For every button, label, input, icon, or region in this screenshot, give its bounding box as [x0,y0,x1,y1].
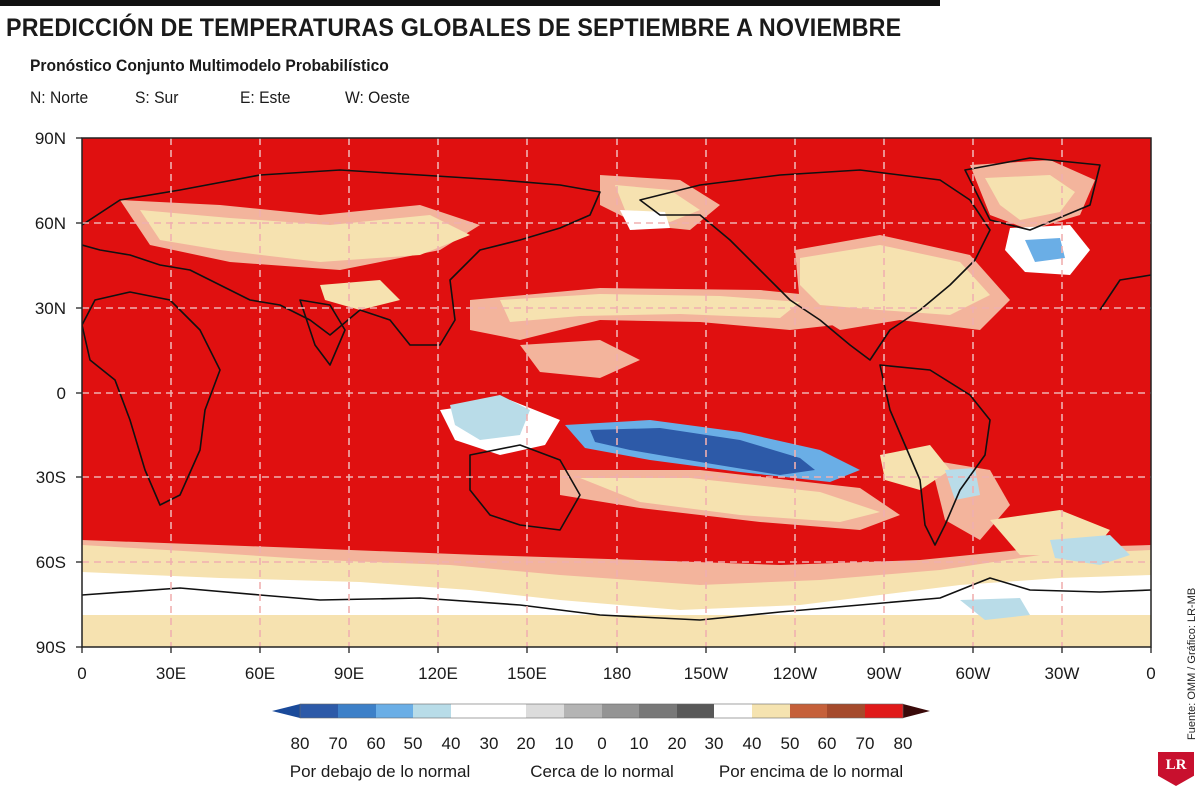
lon-label-30e: 30E [156,664,186,683]
legend-swatch-above-40 [752,704,790,718]
abbr-west: W: Oeste [345,88,410,107]
legend-tick-above-70: 70 [856,734,875,753]
latitude-labels: 90N 60N 30N 0 30S 60S 90S [35,129,66,657]
legend-swatch-below-80 [300,704,338,718]
legend-category-below: Por debajo de lo normal [290,762,471,781]
legend-tick-above-60: 60 [818,734,837,753]
lat-label-60s: 60S [36,553,66,572]
legend-swatch-below-70 [338,704,376,718]
lat-label-90n: 90N [35,129,66,148]
antarctica-coast [82,577,1151,621]
lon-label-60e: 60E [245,664,275,683]
legend-swatch-below-40 [451,704,489,718]
color-legend [272,703,930,719]
legend-tick-near-0: 0 [597,734,606,753]
lon-label-90w: 90W [867,664,902,683]
south-america-lightblue [945,468,980,500]
north-america-cream [800,245,990,315]
legend-swatch-near-0 [602,704,639,718]
lon-label-150e: 150E [507,664,547,683]
europe-coast [1099,274,1151,311]
abbr-north: N: Norte [30,88,89,107]
eurasia-coast [82,169,601,346]
legend-tick-below-50: 50 [404,734,423,753]
labrador-blue [1025,238,1065,262]
lon-label-150w: 150W [684,664,728,683]
longitude-labels: 0 30E 60E 90E 120E 150E 180 150W 120W 90… [77,664,1155,683]
lon-label-90e: 90E [334,664,364,683]
lon-label-30w: 30W [1045,664,1080,683]
greenland-cream [985,175,1075,220]
lon-label-60w: 60W [956,664,991,683]
lon-label-120e: 120E [418,664,458,683]
legend-right-tip [903,704,930,718]
source-credit: Fuente: OMM / Gráfico: LR-MB [1186,587,1198,740]
legend-tick-below-60: 60 [367,734,386,753]
top-rule [0,0,940,6]
legend-tick-below-70: 70 [329,734,348,753]
north-america-coast [639,169,991,361]
legend-tick-labels: 80 70 60 50 40 30 20 10 0 10 20 30 40 50… [291,734,913,753]
lat-label-30s: 30S [36,468,66,487]
abbr-south: S: Sur [135,88,179,107]
lr-logo: LR [1158,752,1194,792]
legend-tick-below-30: 30 [480,734,499,753]
page-subtitle: Pronóstico Conjunto Multimodelo Probabil… [30,56,389,75]
lon-label-120w: 120W [773,664,817,683]
legend-tick-above-40: 40 [743,734,762,753]
maritime-lightblue [450,395,530,440]
legend-tick-below-80: 80 [291,734,310,753]
axis-ticks [76,137,1152,653]
central-asia-cream [320,280,400,310]
equatorial-west-pink [520,340,640,378]
graticule [82,138,1151,647]
legend-tick-above-30: 30 [705,734,724,753]
lat-label-60n: 60N [35,214,66,233]
light-blue-zones [450,395,1130,620]
legend-swatch-above-30 [714,704,752,718]
southern-lightblue [1050,535,1130,565]
logo-text: LR [1165,757,1187,773]
legend-tick-near-10: 10 [555,734,574,753]
greenland-coast [964,157,1101,231]
legend-swatch-near-10b [639,704,677,718]
legend-tick-near-20: 20 [517,734,536,753]
legend-swatch-below-30 [489,704,526,718]
legend-left-tip [272,704,300,718]
india-coast [299,299,346,366]
legend-tick-above-80: 80 [894,734,913,753]
antarctic-lightblue [960,598,1030,620]
abbr-east: E: Este [240,88,291,107]
lat-label-90s: 90S [36,638,66,657]
legend-tick-below-40: 40 [442,734,461,753]
lat-label-0: 0 [57,384,66,403]
legend-category-near: Cerca de lo normal [530,762,674,781]
legend-tick-near-20b: 20 [668,734,687,753]
australia-coast [469,444,581,531]
legend-category-above: Por encima de lo normal [719,762,903,781]
bering-white [620,210,670,230]
legend-swatch-near-20 [526,704,564,718]
lat-label-30n: 30N [35,299,66,318]
legend-swatch-below-50 [413,704,451,718]
legend-swatch-above-60 [827,704,865,718]
legend-swatch-below-60 [376,704,413,718]
legend-swatch-near-20b [677,704,714,718]
lon-label-180: 180 [603,664,631,683]
lon-label-0-right: 0 [1146,664,1155,683]
south-america-coast [879,364,991,546]
legend-category-labels: Por debajo de lo normal Cerca de lo norm… [290,762,903,781]
legend-outline [299,703,904,719]
forecast-map-figure: 90N 60N 30N 0 30S 60S 90S 0 30E 60E 90E … [35,129,1156,781]
lon-label-0: 0 [77,664,86,683]
south-pacific-blue-core [590,428,815,475]
page-title: PREDICCIÓN DE TEMPERATURAS GLOBALES DE S… [6,14,902,42]
legend-swatch-above-50 [790,704,827,718]
south-pacific-cream [580,478,880,522]
legend-tick-near-10b: 10 [630,734,649,753]
legend-swatch-above-70 [865,704,903,718]
legend-tick-above-50: 50 [781,734,800,753]
probability-map [82,138,1151,647]
legend-swatch-near-10 [564,704,602,718]
